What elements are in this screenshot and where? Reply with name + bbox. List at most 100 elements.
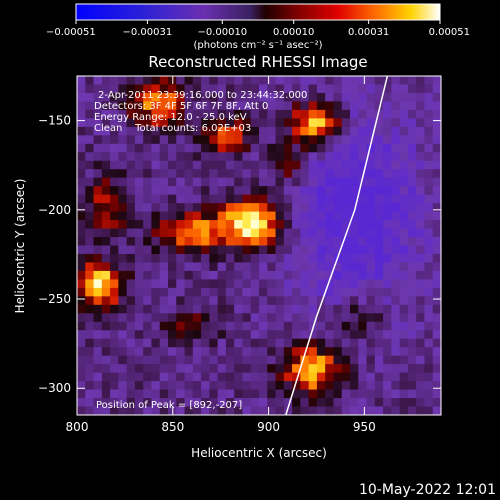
heatmap-cell xyxy=(126,101,136,111)
heatmap-cell xyxy=(126,270,136,280)
heatmap-cell xyxy=(118,338,128,348)
heatmap-cell xyxy=(424,109,434,119)
heatmap-cell xyxy=(85,330,95,340)
heatmap-cell xyxy=(159,296,169,306)
heatmap-cell xyxy=(85,313,95,323)
heatmap-cell xyxy=(300,194,310,204)
heatmap-cell xyxy=(225,135,235,145)
heatmap-cell xyxy=(358,220,368,230)
heatmap-cell xyxy=(168,135,177,145)
heatmap-cell xyxy=(77,228,86,238)
heatmap-cell xyxy=(358,92,368,103)
heatmap-cell xyxy=(101,169,111,179)
heatmap-cell xyxy=(316,296,326,306)
heatmap-cell xyxy=(159,237,169,247)
heatmap-cell xyxy=(325,84,335,94)
heatmap-cell xyxy=(93,101,103,111)
heatmap-cell xyxy=(134,355,144,365)
heatmap-cell xyxy=(366,330,376,340)
heatmap-cell xyxy=(283,152,293,162)
heatmap-cell xyxy=(391,389,401,399)
heatmap-cell xyxy=(325,109,335,119)
heatmap-cell xyxy=(424,372,434,382)
heatmap-cell xyxy=(275,84,285,94)
heatmap-cell xyxy=(283,262,293,272)
y-tick-label: −300 xyxy=(38,381,71,395)
heatmap-cell xyxy=(93,389,103,399)
heatmap-cell xyxy=(126,228,136,238)
heatmap-cell xyxy=(300,118,310,128)
heatmap-cell xyxy=(126,109,136,119)
heatmap-cell xyxy=(283,253,293,264)
heatmap-cell xyxy=(234,262,244,272)
heatmap-cell xyxy=(424,338,434,348)
y-tick-label: −250 xyxy=(38,292,71,306)
heatmap-cell xyxy=(151,296,161,306)
heatmap-cell xyxy=(275,279,285,289)
heatmap-cell xyxy=(217,126,227,136)
heatmap-cell xyxy=(126,398,136,408)
heatmap-cell xyxy=(333,372,343,382)
heatmap-cell xyxy=(259,245,268,255)
heatmap-cell xyxy=(333,160,343,170)
heatmap-cell xyxy=(391,347,401,357)
heatmap-cell xyxy=(250,194,260,204)
heatmap-cell xyxy=(383,143,392,153)
heatmap-cell xyxy=(176,372,186,382)
heatmap-cell xyxy=(101,177,111,187)
heatmap-cell xyxy=(308,160,318,170)
heatmap-cell xyxy=(308,109,318,119)
heatmap-cell xyxy=(267,76,277,86)
heatmap-cell xyxy=(416,321,426,331)
heatmap-cell xyxy=(209,347,219,357)
peak-position-label: Position of Peak = [892,-207] xyxy=(96,400,242,411)
heatmap-cell xyxy=(77,220,86,230)
heatmap-cell xyxy=(118,220,128,230)
heatmap-cell xyxy=(374,245,384,255)
heatmap-cell xyxy=(316,220,326,230)
heatmap-cell xyxy=(424,143,434,153)
heatmap-cell xyxy=(366,220,376,230)
heatmap-cell xyxy=(275,287,285,297)
heatmap-cell xyxy=(358,245,368,255)
heatmap-cell xyxy=(118,355,128,365)
heatmap-cell xyxy=(250,118,260,128)
heatmap-cell xyxy=(391,313,401,323)
heatmap-cell xyxy=(259,169,268,179)
heatmap-cell xyxy=(242,245,252,255)
heatmap-cell xyxy=(184,143,194,153)
heatmap-cell xyxy=(201,389,210,399)
heatmap-cell xyxy=(85,177,95,187)
heatmap-cell xyxy=(399,270,409,280)
heatmap-cell xyxy=(333,296,343,306)
heatmap-cell xyxy=(101,160,111,170)
heatmap-cell xyxy=(424,270,434,280)
heatmap-cell xyxy=(201,245,210,255)
heatmap-cell xyxy=(350,364,359,374)
heatmap-cell xyxy=(341,76,351,86)
heatmap-cell xyxy=(358,321,368,331)
heatmap-cell xyxy=(259,253,268,264)
heatmap-cell xyxy=(93,406,103,415)
heatmap-cell xyxy=(192,321,202,331)
heatmap-cell xyxy=(399,126,409,136)
heatmap-cell xyxy=(325,313,335,323)
heatmap-cell xyxy=(201,330,210,340)
heatmap-cell xyxy=(225,355,235,365)
heatmap-cell xyxy=(424,211,434,221)
heatmap-cell xyxy=(110,287,119,297)
heatmap-cell xyxy=(374,152,384,162)
heatmap-cell xyxy=(259,321,268,331)
heatmap-cell xyxy=(242,101,252,111)
heatmap-cell xyxy=(358,287,368,297)
heatmap-cell xyxy=(201,355,210,365)
heatmap-cell xyxy=(350,76,359,86)
heatmap-cell xyxy=(341,364,351,374)
heatmap-cell xyxy=(300,389,310,399)
heatmap-cell xyxy=(143,228,153,238)
heatmap-cell xyxy=(325,245,335,255)
heatmap-cell xyxy=(333,169,343,179)
heatmap-cell xyxy=(217,253,227,264)
heatmap-cell xyxy=(275,330,285,340)
colorbar-ticks: −0.00051 −0.00031 −0.00010 0.00010 0.00031 0.… xyxy=(46,20,470,38)
